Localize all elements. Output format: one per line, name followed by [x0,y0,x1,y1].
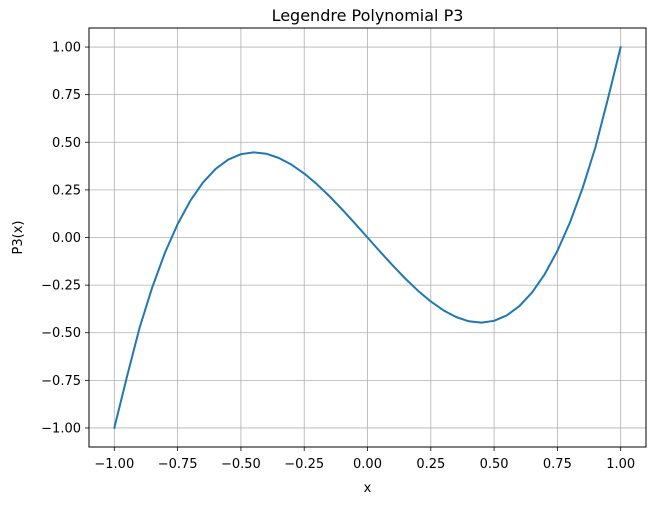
x-tick-label: −0.75 [158,457,198,472]
series-line [113,46,622,429]
x-tick-label: 0.00 [353,457,382,472]
x-tick-label: 0.75 [543,457,572,472]
y-tick-label: −0.25 [41,279,81,294]
plot-area [113,46,622,429]
y-tick-label: 0.00 [52,231,81,246]
y-tick-label: −0.50 [41,326,81,341]
x-tick-label: 0.25 [416,457,445,472]
tick-marks [85,46,622,451]
x-tick-label: 0.50 [480,457,509,472]
y-tick-label: 0.25 [52,183,81,198]
tick-labels: −1.00 −0.75 −0.50 −0.25 0.00 0.25 0.50 0.75 1.00… [41,41,635,472]
x-tick-label: −1.00 [94,457,134,472]
y-tick-label: −0.75 [41,374,81,389]
x-tick-label: −0.50 [221,457,261,472]
chart-title: Legendre Polynomial P3 [272,6,464,25]
x-axis-label: x [364,481,372,496]
y-tick-label: −1.00 [41,421,81,436]
y-tick-label: 0.75 [52,88,81,103]
y-axis-label: P3(x) [11,221,26,255]
x-tick-label: −0.25 [284,457,324,472]
y-tick-label: 0.50 [52,136,81,151]
y-tick-label: 1.00 [52,41,81,56]
x-tick-label: 1.00 [606,457,635,472]
